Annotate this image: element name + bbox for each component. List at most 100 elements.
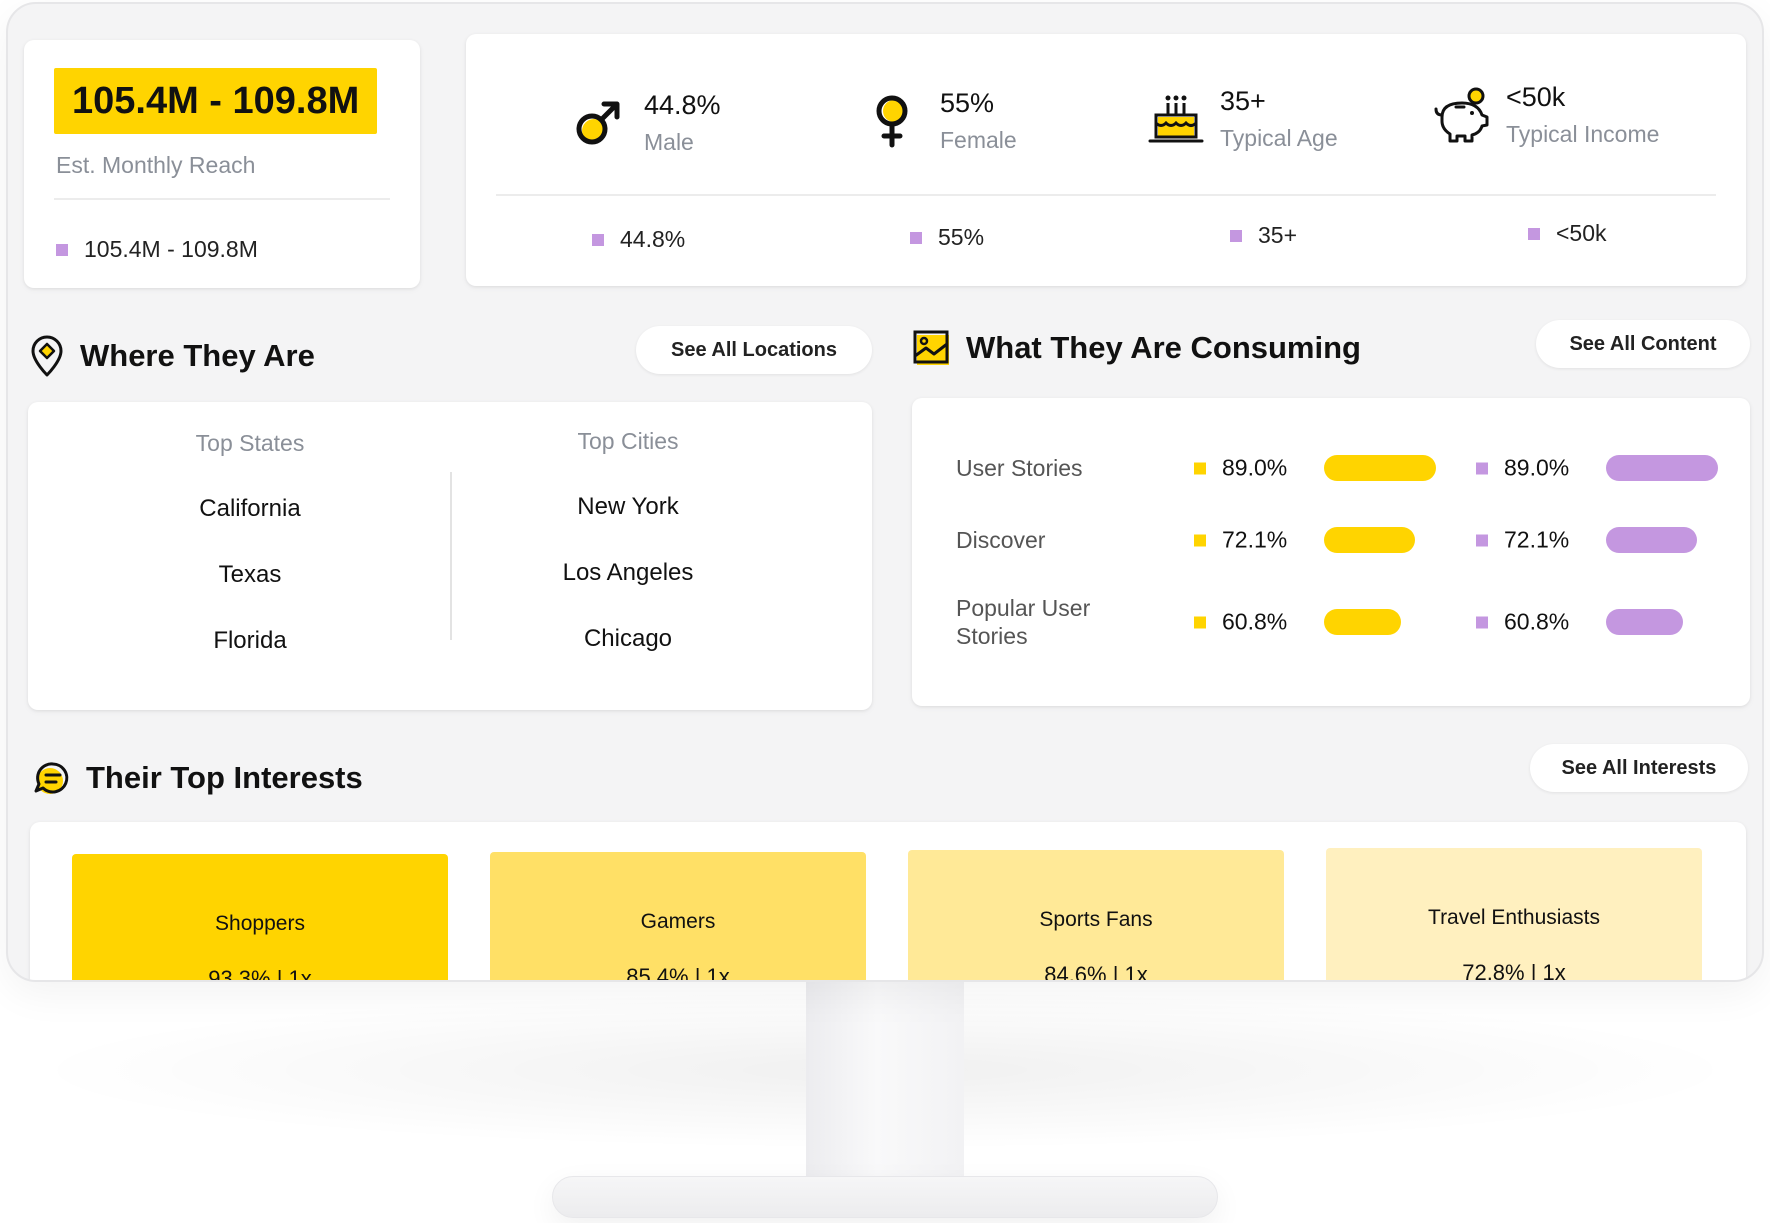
legend-swatch [56,243,68,256]
state-item: Texas [218,561,282,588]
demo-female: 55% Female [866,88,1017,154]
purple-metric: 89.0% [1476,455,1569,482]
demo-label: Female [940,127,1017,153]
demo-legend-income: <50k [1528,220,1607,247]
birthday-cake-icon [1148,95,1204,143]
content-row: Popular User Stories 60.8% 60.8% [956,594,1720,650]
demo-label: Typical Age [1220,125,1338,151]
city-item: New York [577,493,679,520]
locations-card: Top States California Texas Florida Top … [28,402,872,710]
demo-legend-age: 35+ [1230,222,1297,249]
interests-title: Their Top Interests [32,758,363,798]
legend-swatch [1230,229,1242,242]
interest-metric: 85.4% | 1x [626,964,730,982]
location-pin-icon [31,335,63,377]
top-cities-header: Top Cities [577,428,679,454]
interest-tile-shoppers[interactable]: Shoppers 93.3% | 1x [72,854,448,982]
chat-bubble-icon [34,762,69,794]
top-states-column: Top States California Texas Florida [50,430,450,655]
legend-swatch [1476,462,1488,474]
metric-value: 72.1% [1504,526,1570,553]
state-item: California [199,495,301,522]
metric-value: 89.0% [1222,454,1288,481]
purple-metric: 60.8% [1476,609,1569,636]
reach-legend-value: 105.4M - 109.8M [84,236,258,262]
section-title-text: Where They Are [80,338,315,373]
demo-label: Male [644,129,694,155]
top-cities-column: Top Cities New York Los Angeles Chicago [428,428,828,653]
consuming-title: What They Are Consuming [912,328,1361,368]
demo-legend-male: 44.8% [592,226,685,253]
purple-bar [1606,455,1718,481]
yellow-metric: 60.8% [1194,609,1287,636]
demo-value: <50k [1506,82,1566,112]
legend-swatch [1194,616,1206,628]
demo-value: 44.8% [644,90,721,120]
city-item: Chicago [583,625,673,652]
purple-metric: 72.1% [1476,527,1569,554]
reach-range: 105.4M - 109.8M [54,68,378,134]
legend-swatch [1194,534,1206,546]
legend-swatch [592,233,604,246]
male-icon [576,101,620,145]
content-label: Discover [956,527,1046,553]
reach-label: Est. Monthly Reach [56,152,256,178]
legend-value: <50k [1556,220,1607,246]
demo-legend-female: 55% [910,224,984,251]
locations-title: Where They Are [28,334,315,378]
demo-age: 35+ Typical Age [1146,86,1338,152]
column-divider [450,472,452,640]
interest-name: Gamers [640,910,716,933]
purple-bar [1606,609,1683,635]
consuming-card: User Stories 89.0% 89.0% Discover 72.1% [912,398,1750,706]
demo-value: 55% [940,88,995,118]
legend-value: 55% [938,224,985,250]
yellow-bar [1324,527,1415,553]
content-label: Popular User Stories [956,595,1091,649]
interest-name: Travel Enthusiasts [1428,906,1600,929]
content-label: User Stories [956,455,1083,481]
interest-tile-sports-fans[interactable]: Sports Fans 84.6% | 1x [908,850,1284,982]
legend-swatch [1194,462,1206,474]
legend-value: 44.8% [620,226,686,252]
interest-metric: 84.6% | 1x [1044,962,1148,982]
monitor-stand-base [552,1176,1218,1218]
yellow-metric: 72.1% [1194,527,1287,554]
legend-value: 35+ [1258,222,1298,248]
audience-dashboard: 105.4M - 109.8M Est. Monthly Reach 105.4… [8,4,1762,980]
top-states-header: Top States [195,430,305,456]
metric-value: 89.0% [1504,454,1570,481]
see-all-locations-button[interactable]: See All Locations [636,326,872,374]
interest-name: Sports Fans [1039,908,1153,931]
yellow-bar [1324,609,1401,635]
monitor-screen: 105.4M - 109.8M Est. Monthly Reach 105.4… [6,2,1764,982]
legend-swatch [1528,227,1540,240]
divider [496,194,1716,196]
yellow-metric: 89.0% [1194,455,1287,482]
demo-label: Typical Income [1506,121,1660,147]
legend-swatch [1476,534,1488,546]
content-row: User Stories 89.0% 89.0% [956,440,1720,496]
see-all-content-button[interactable]: See All Content [1536,320,1750,368]
state-item: Florida [213,627,287,654]
city-item: Los Angeles [562,559,694,586]
legend-swatch [1476,616,1488,628]
section-title-text: Their Top Interests [86,760,363,795]
interests-card: Shoppers 93.3% | 1x Gamers 85.4% | 1x Sp… [30,822,1746,982]
legend-swatch [910,231,922,244]
interest-name: Shoppers [215,912,305,935]
interest-tile-travel-enthusiasts[interactable]: Travel Enthusiasts 72.8% | 1x [1326,848,1702,980]
yellow-bar [1324,455,1436,481]
interest-metric: 93.3% | 1x [208,966,312,982]
metric-value: 60.8% [1504,608,1570,635]
demographics-card: 44.8% Male 55% Female [466,34,1746,286]
content-row: Discover 72.1% 72.1% [956,512,1720,568]
section-title-text: What They Are Consuming [966,330,1361,365]
piggy-bank-icon [1434,87,1489,143]
purple-bar [1606,527,1697,553]
reach-legend: 105.4M - 109.8M [56,236,258,263]
metric-value: 72.1% [1222,526,1288,553]
interest-tile-gamers[interactable]: Gamers 85.4% | 1x [490,852,866,982]
image-icon [913,330,949,365]
see-all-interests-button[interactable]: See All Interests [1530,744,1748,792]
